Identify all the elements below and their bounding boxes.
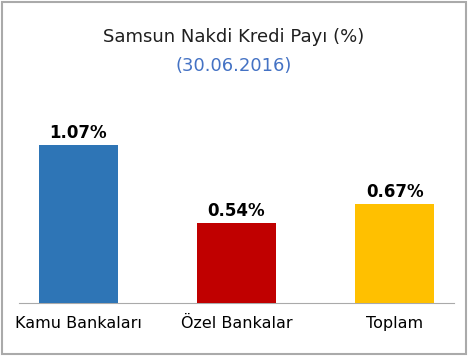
Text: Samsun Nakdi Kredi Payı (%): Samsun Nakdi Kredi Payı (%) xyxy=(103,28,365,46)
Text: 0.54%: 0.54% xyxy=(207,202,265,220)
Text: 0.67%: 0.67% xyxy=(366,183,424,201)
Bar xyxy=(355,204,434,303)
Bar xyxy=(38,145,117,303)
Bar xyxy=(197,223,276,303)
Text: 1.07%: 1.07% xyxy=(49,124,107,142)
Text: (30.06.2016): (30.06.2016) xyxy=(176,57,292,75)
